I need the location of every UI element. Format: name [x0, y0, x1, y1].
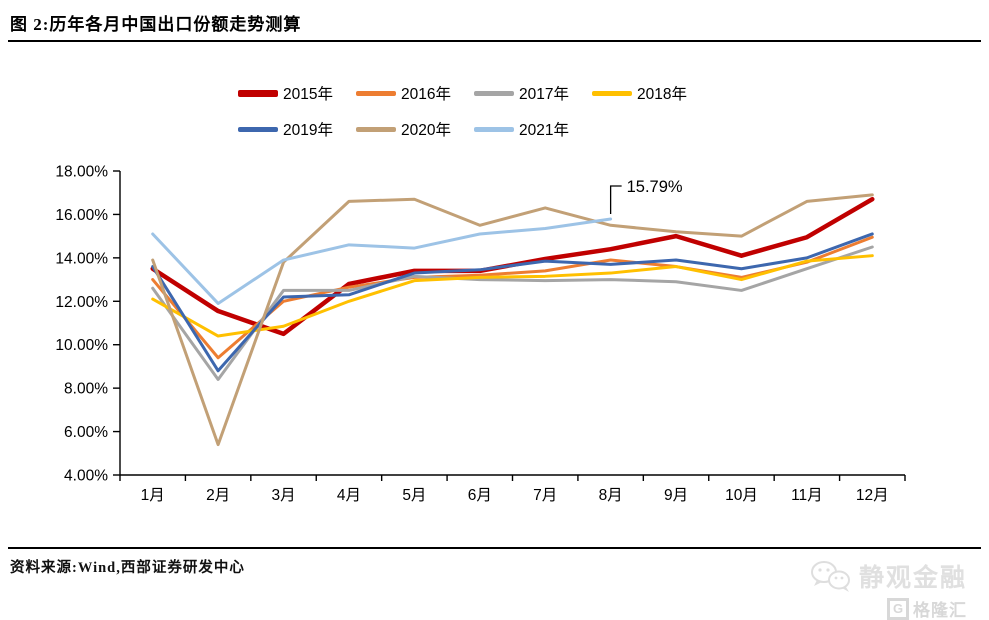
annotation-label: 15.79%	[627, 178, 683, 196]
series-line-2018年	[151, 254, 874, 338]
legend-item-2021年: 2021年	[474, 118, 592, 140]
legend-label: 2015年	[283, 86, 333, 103]
y-tick-label: 16.00%	[55, 207, 108, 224]
legend-item-2019年: 2019年	[238, 118, 356, 140]
legend-item-2016年: 2016年	[356, 82, 474, 104]
x-tick-label: 4月	[337, 487, 361, 504]
legend-item-2018年: 2018年	[592, 82, 710, 104]
legend-swatch	[474, 126, 514, 132]
series-line-2021年	[151, 217, 613, 305]
legend-item-2015年: 2015年	[238, 82, 356, 104]
legend-label: 2021年	[519, 122, 569, 139]
y-tick-label: 12.00%	[55, 294, 108, 311]
x-tick-label: 6月	[468, 487, 492, 504]
x-tick-label: 1月	[141, 487, 165, 504]
chart-legend: 2015年 2016年 2017年 2018年 2019年 2020年 2021年	[238, 82, 743, 140]
gelonghui-logo-text: 格隆汇	[913, 601, 967, 620]
legend-item-2017年: 2017年	[474, 82, 592, 104]
title-divider	[8, 40, 981, 42]
y-tick-label: 6.00%	[64, 424, 108, 441]
x-tick-label: 10月	[725, 487, 758, 504]
legend-swatch	[474, 90, 514, 96]
legend-label: 2016年	[401, 86, 451, 103]
line-chart: 4.00% 6.00% 8.00% 10.00% 12.00% 14.00% 16.00% 1…	[55, 164, 906, 505]
x-tick-label: 2月	[206, 487, 230, 504]
y-tick-label: 14.00%	[55, 250, 108, 267]
series-lines	[150, 193, 875, 447]
axis-labels: 4.00% 6.00% 8.00% 10.00% 12.00% 14.00% 16.00% 1…	[55, 164, 888, 505]
x-tick-label: 7月	[533, 487, 557, 504]
legend-swatch	[238, 126, 278, 132]
y-tick-label: 10.00%	[55, 337, 108, 354]
chart-area: 4.00% 6.00% 8.00% 10.00% 12.00% 14.00% 16.00% 1…	[0, 150, 989, 540]
figure-title: 图 2:历年各月中国出口份额走势测算	[10, 15, 302, 34]
x-tick-label: 9月	[664, 487, 688, 504]
legend-label: 2020年	[401, 122, 451, 139]
x-tick-label: 12月	[856, 487, 889, 504]
x-tick-label: 11月	[791, 487, 823, 504]
legend-label: 2017年	[519, 86, 569, 103]
x-tick-label: 5月	[402, 487, 426, 504]
footer-divider	[8, 547, 981, 549]
legend-item-2020年: 2020年	[356, 118, 474, 140]
annotation: 15.79%	[609, 178, 683, 214]
x-tick-label: 8月	[599, 487, 623, 504]
legend-label: 2019年	[283, 122, 333, 139]
series-line-2019年	[151, 232, 874, 373]
x-tick-label: 3月	[271, 487, 295, 504]
legend-swatch	[356, 90, 396, 96]
axes	[113, 170, 906, 481]
gelonghui-logo-icon: G	[887, 597, 909, 620]
legend-swatch	[592, 90, 632, 96]
series-line-2020年	[151, 193, 874, 447]
series-line-2017年	[151, 245, 874, 381]
series-line-2016年	[151, 235, 874, 360]
y-tick-label: 4.00%	[64, 468, 108, 485]
legend-swatch	[356, 126, 396, 132]
watermark-brand-text: 静观金融	[858, 565, 967, 592]
legend-label: 2018年	[637, 86, 687, 103]
source-note: 资料来源:Wind,西部证券研发中心	[10, 560, 245, 576]
wechat-icon	[809, 558, 853, 594]
y-tick-label: 18.00%	[55, 164, 108, 181]
watermark: 静观金融 G 格隆汇	[809, 558, 967, 620]
legend-swatch	[238, 89, 278, 97]
y-tick-label: 8.00%	[64, 381, 108, 398]
